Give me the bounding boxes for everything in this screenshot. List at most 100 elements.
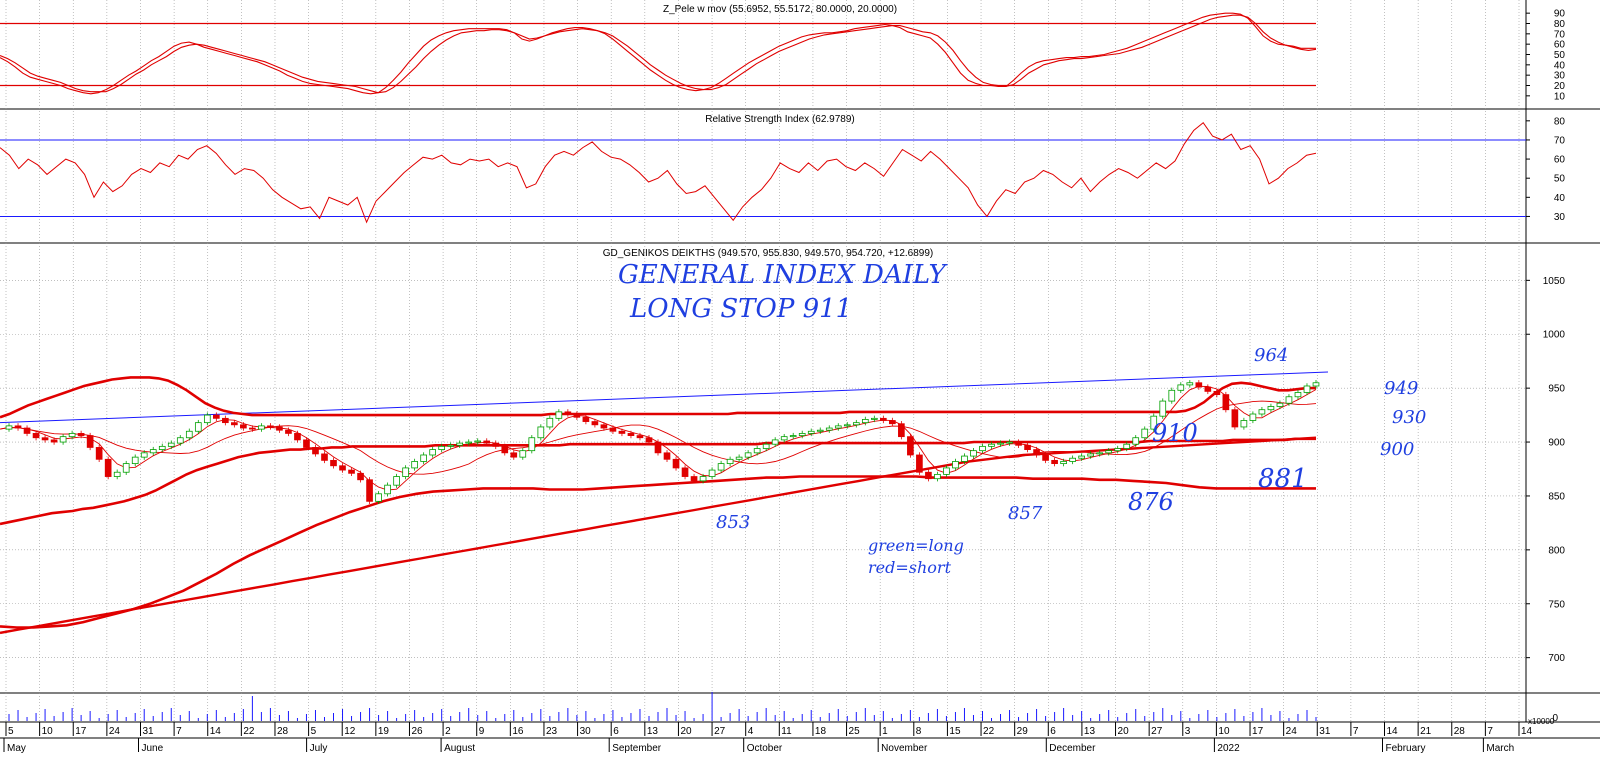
candle-down: [681, 467, 689, 477]
x-tick-label: 21: [1420, 726, 1432, 737]
x-tick-label: 13: [1084, 726, 1096, 737]
candle-up: [798, 433, 806, 436]
panel-bg-2: [0, 244, 1600, 692]
y-tick-label: 850: [1548, 491, 1565, 502]
month-label: 2022: [1217, 743, 1240, 754]
candle-down: [672, 458, 680, 469]
month-label: July: [310, 743, 328, 754]
candle-down: [294, 433, 301, 441]
month-label: September: [612, 743, 662, 754]
x-tick-label: 31: [142, 726, 154, 737]
annotation-930: 930: [1392, 407, 1426, 428]
candle-up: [1006, 441, 1013, 444]
candle-down: [1231, 409, 1239, 428]
zpele-series-1: [0, 14, 1316, 94]
candle-up: [68, 433, 76, 438]
candle-up: [943, 467, 950, 475]
candle-up: [1132, 437, 1140, 445]
candle-down: [312, 447, 319, 455]
volume-zero-label: 0: [1552, 713, 1558, 724]
candle-up: [122, 463, 130, 473]
y-tick-label: 30: [1554, 71, 1566, 82]
candle-up: [555, 411, 563, 419]
candle-up: [997, 442, 1004, 445]
candle-up: [167, 442, 175, 447]
x-tick-label: 9: [479, 726, 485, 737]
candle-up: [699, 476, 707, 482]
candle-up: [1087, 453, 1094, 457]
candle-down: [14, 425, 22, 429]
candle-up: [375, 493, 382, 502]
candle-down: [591, 421, 599, 426]
rising-band: [0, 436, 1317, 635]
candle-down: [1204, 386, 1212, 392]
x-tick-label: 10: [42, 726, 54, 737]
price-title: GD_GENIKOS DEIKTHS (949.570, 955.830, 94…: [603, 248, 934, 259]
x-tick-label: 28: [277, 726, 289, 737]
candle-down: [77, 433, 85, 436]
candle-down: [600, 424, 608, 429]
month-label: November: [881, 743, 928, 754]
candle-down: [240, 424, 247, 429]
candle-up: [807, 430, 815, 434]
candle-up: [474, 440, 482, 443]
x-tick-label: 31: [1319, 726, 1331, 737]
candle-down: [32, 433, 40, 439]
annotation-876: 876: [1128, 488, 1174, 516]
trendline: [0, 371, 1329, 424]
x-tick-label: 5: [8, 726, 14, 737]
candle-up: [465, 441, 473, 444]
candle-up: [753, 448, 761, 454]
x-tick-label: 2: [445, 726, 451, 737]
x-tick-label: 4: [748, 726, 754, 737]
candle-up: [194, 422, 202, 432]
x-tick-label: 6: [1050, 726, 1056, 737]
candle-down: [564, 411, 572, 415]
y-tick-label: 40: [1554, 193, 1566, 204]
candle-up: [1060, 461, 1067, 465]
annotation-legend-long: green=long: [868, 536, 964, 555]
candle-up: [726, 458, 734, 465]
x-tick-label: 17: [1252, 726, 1264, 737]
y-tick-label: 30: [1554, 212, 1566, 223]
rsi-title: Relative Strength Index (62.9789): [705, 114, 855, 125]
candle-up: [429, 449, 436, 456]
y-tick-label: 70: [1554, 29, 1566, 40]
x-tick-label: 7: [176, 726, 182, 737]
candle-down: [618, 430, 626, 434]
x-tick-label: 27: [714, 726, 726, 737]
candle-up: [762, 443, 770, 449]
y-tick-label: 20: [1554, 81, 1566, 92]
candle-down: [1195, 382, 1203, 388]
y-tick-label: 40: [1554, 60, 1566, 71]
y-tick-label: 950: [1548, 384, 1565, 395]
x-tick-label: 30: [580, 726, 592, 737]
candle-up: [393, 476, 400, 486]
candle-up: [1123, 443, 1131, 449]
candle-up: [176, 437, 184, 444]
candle-down: [925, 471, 932, 480]
annotation-900: 900: [1380, 439, 1414, 460]
x-tick-label: 7: [1353, 726, 1359, 737]
candle-up: [1276, 402, 1284, 407]
candle-up: [789, 435, 797, 438]
y-tick-label: 800: [1548, 545, 1565, 556]
candle-up: [185, 430, 193, 439]
y-tick-label: 90: [1554, 9, 1566, 20]
candle-down: [636, 435, 644, 439]
y-tick-label: 70: [1554, 135, 1566, 146]
candle-down: [663, 452, 671, 460]
month-label: May: [7, 743, 26, 754]
candle-up: [1303, 385, 1311, 393]
support-band: [0, 475, 1316, 629]
x-tick-label: 20: [680, 726, 692, 737]
x-tick-label: 6: [613, 726, 619, 737]
x-tick-label: 22: [983, 726, 995, 737]
x-tick-label: 23: [546, 726, 558, 737]
candle-down: [1015, 441, 1022, 446]
candle-down: [907, 436, 914, 456]
candle-down: [645, 437, 653, 443]
month-label: August: [444, 743, 475, 754]
candle-down: [348, 469, 355, 474]
